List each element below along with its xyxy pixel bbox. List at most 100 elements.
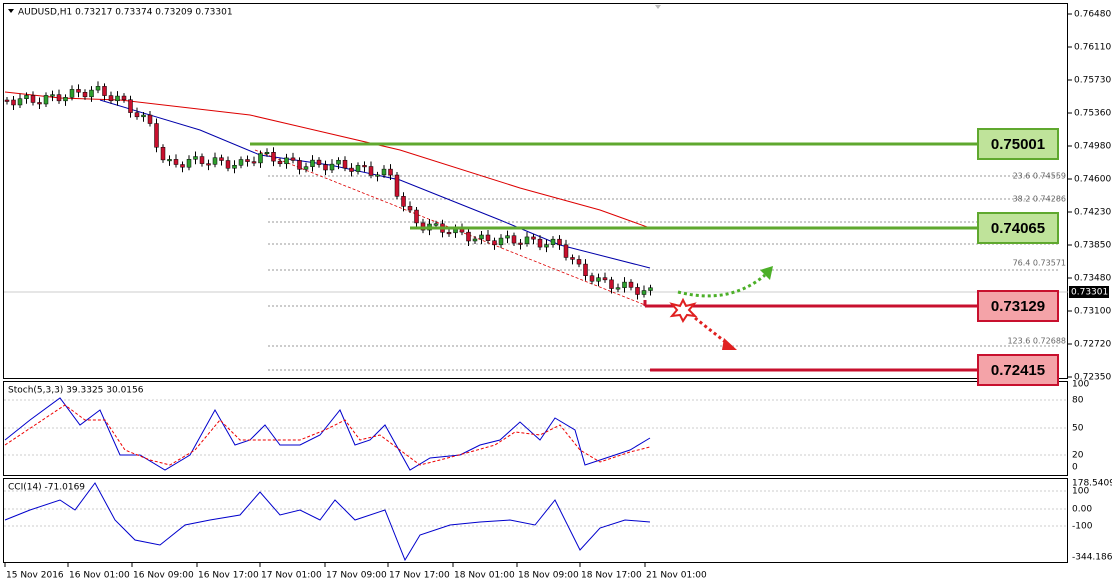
time-label: 15 Nov 2016 <box>6 571 64 581</box>
candle-body <box>160 147 166 161</box>
candle-body <box>245 159 250 162</box>
candle-body <box>219 157 224 161</box>
bull-head <box>760 266 773 280</box>
candle-body <box>336 159 341 165</box>
candle-body <box>596 277 601 282</box>
candle-body <box>381 168 387 176</box>
stoch-signal <box>4 404 651 466</box>
candle-body <box>89 89 94 98</box>
candle-body <box>323 164 328 171</box>
price-label: 0.73100 <box>1074 307 1111 317</box>
price-label: 0.74600 <box>1074 175 1111 185</box>
level-box <box>977 128 1059 160</box>
menu-arrow <box>8 9 14 13</box>
candle-body <box>615 287 621 290</box>
candle-body <box>563 244 569 258</box>
candle-body <box>251 161 257 164</box>
candle-body <box>524 236 530 244</box>
candle-body <box>407 206 413 211</box>
candle-body <box>498 237 504 246</box>
time-label: 16 Nov 17:00 <box>198 571 259 581</box>
level-label: 0.74065 <box>991 220 1045 237</box>
candle-body <box>316 159 322 165</box>
plot: 0.76480 0.76110 0.75730 0.75360 0.74980 0.746… <box>4 10 1112 581</box>
stoch-tick: 20 <box>1072 451 1084 461</box>
candle-body <box>505 235 510 239</box>
candle-body <box>518 242 523 245</box>
candle-body <box>154 123 159 148</box>
candle-body <box>102 86 107 96</box>
time-label: 18 Nov 01:00 <box>454 571 515 581</box>
candle-body <box>446 232 452 235</box>
bear-head <box>722 338 737 350</box>
candle-body <box>56 94 62 102</box>
candle-body <box>583 263 588 276</box>
candle-body <box>193 156 198 160</box>
candle-body <box>134 112 140 118</box>
candle-body <box>622 281 627 288</box>
level-box <box>977 290 1059 322</box>
candle-body <box>290 157 296 161</box>
cci-tick: 178.5409 <box>1072 479 1112 489</box>
candle-body <box>388 168 393 176</box>
candle-body <box>492 240 497 246</box>
candle-body <box>648 287 653 291</box>
level-box <box>977 354 1059 386</box>
candle-body <box>232 165 237 169</box>
bear-arrow <box>694 316 729 346</box>
price-label: 0.72350 <box>1074 373 1111 383</box>
cci-line <box>4 482 651 562</box>
candle-body <box>271 152 276 162</box>
price-label: 0.72720 <box>1074 340 1111 350</box>
candle-body <box>472 238 478 242</box>
candle-body <box>4 99 10 102</box>
candle-body <box>258 153 263 164</box>
candle-body <box>297 160 302 170</box>
candle-body <box>641 290 647 295</box>
time-label: 21 Nov 01:00 <box>646 571 707 581</box>
cci-label: CCI(14) -71.0169 <box>8 483 85 493</box>
candle-body <box>414 209 419 224</box>
candle-body <box>511 235 517 244</box>
candle-body <box>635 287 640 295</box>
candle-body <box>206 163 211 166</box>
candle-body <box>557 238 562 246</box>
candle-body <box>609 279 614 289</box>
candle-body <box>37 102 42 105</box>
candle-body <box>550 238 556 245</box>
cci-tick: -100 <box>1072 522 1093 532</box>
cci-tick: 0.00 <box>1072 505 1092 515</box>
cci-tick: 100 <box>1072 487 1089 497</box>
candle-body <box>628 281 634 288</box>
bull-arrow <box>677 273 766 298</box>
candle-body <box>277 160 283 165</box>
cci-panel <box>3 478 1068 563</box>
price-label: 0.76480 <box>1074 10 1111 20</box>
candle-body <box>225 160 231 169</box>
candle-body <box>95 86 101 91</box>
level-label: 0.72415 <box>991 362 1045 379</box>
scroll-arrow <box>655 5 661 9</box>
time-label: 16 Nov 09:00 <box>133 571 194 581</box>
candle-body <box>264 152 270 155</box>
candle-body <box>63 97 68 102</box>
fib-label: 38.2 0.74286 <box>1013 195 1066 204</box>
candle-body <box>17 98 23 106</box>
candle-body <box>362 165 367 168</box>
stoch-panel <box>3 381 1068 476</box>
candle-body <box>238 159 244 166</box>
candle-body <box>349 167 354 172</box>
candle-body <box>76 89 81 93</box>
candle-body <box>479 234 484 240</box>
price-label: 0.74980 <box>1074 142 1111 152</box>
candle-body <box>466 231 471 242</box>
time-label: 17 Nov 09:00 <box>326 571 387 581</box>
price-label: 0.73850 <box>1074 241 1111 251</box>
candle-body <box>82 92 88 98</box>
price-label: 0.75730 <box>1074 76 1111 86</box>
current-price-box <box>1069 286 1109 298</box>
candle-body <box>394 174 400 197</box>
stoch-main <box>4 397 651 471</box>
time-label: 16 Nov 01:00 <box>69 571 130 581</box>
